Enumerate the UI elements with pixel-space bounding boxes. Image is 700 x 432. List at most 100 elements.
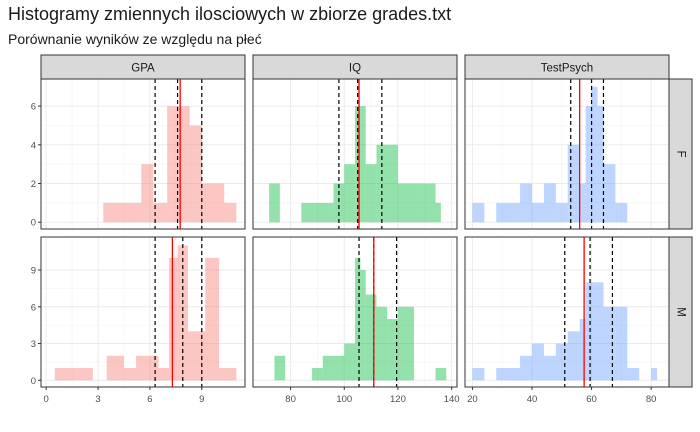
histogram-bar (579, 183, 586, 223)
histogram-bar (376, 144, 398, 223)
histogram-bar (591, 282, 604, 381)
histogram-bar (136, 355, 159, 381)
histogram-bar (555, 343, 568, 381)
y-tick-label: 9 (31, 266, 36, 277)
histogram-bar (472, 368, 485, 381)
facet-strip-label-F: F (675, 150, 687, 157)
histogram-bar (301, 202, 334, 223)
histogram-bar (123, 368, 137, 381)
histogram-bar (168, 257, 178, 381)
histogram-bar (397, 183, 420, 223)
histogram-bar (585, 282, 592, 381)
panel-border-GPA-F (40, 78, 246, 230)
histogram-bar (532, 202, 544, 223)
histogram-bar (201, 183, 225, 223)
histogram-bar (141, 164, 154, 223)
facet-strip-TestPsych (464, 54, 670, 80)
histogram-bar (435, 368, 447, 381)
histogram-bar (269, 183, 280, 223)
histogram-bar (103, 202, 124, 223)
histogram-bar (344, 343, 355, 381)
histogram-bar (219, 368, 237, 381)
histogram-bar (123, 202, 142, 223)
panel-background-IQ-F (253, 79, 457, 229)
histogram-bar (627, 368, 640, 381)
histogram-bar (355, 257, 361, 381)
histogram-bar (312, 368, 323, 381)
x-tick-label: 120 (390, 394, 406, 405)
facet-strip-IQ (252, 54, 458, 80)
facet-strip-label-GPA: GPA (131, 63, 155, 75)
histogram-bar (496, 368, 521, 381)
panel-background-GPA-F (41, 79, 245, 229)
y-tick-label: 2 (31, 179, 36, 190)
histogram-bar (591, 86, 598, 223)
histogram-bar (355, 106, 366, 223)
histogram-bar (80, 368, 93, 381)
panel-border-IQ-M (252, 236, 458, 388)
facet-strip-label-TestPsych: TestPsych (541, 63, 593, 75)
histogram-bar (597, 106, 604, 223)
histogram-bar (175, 106, 190, 223)
histogram-bar (603, 306, 616, 381)
y-tick-label: 0 (31, 376, 36, 387)
chart-title: Histogramy zmiennych ilosciowych w zbior… (8, 4, 452, 24)
histogram-bar (224, 202, 237, 223)
y-tick-label: 0 (31, 218, 36, 229)
histogram-bar (360, 270, 366, 381)
histogram-bar (205, 257, 220, 381)
histogram-bar (153, 202, 168, 223)
histogram-bar (567, 144, 580, 223)
histogram-bar (187, 331, 206, 381)
x-tick-label: 0 (44, 394, 49, 405)
histogram-bar (472, 202, 485, 223)
histogram-bar (651, 368, 658, 381)
x-tick-label: 80 (285, 394, 296, 405)
facet-strip-GPA (40, 54, 246, 80)
x-tick-label: 140 (444, 394, 460, 405)
histogram-bar (585, 106, 592, 223)
histogram-bar (520, 355, 533, 381)
histogram-bar (167, 106, 176, 223)
panel-border-TestPsych-F (464, 78, 670, 230)
histogram-bar (543, 355, 556, 381)
histogram-bar (579, 319, 586, 381)
x-tick-label: 6 (147, 394, 152, 405)
x-tick-label: 40 (527, 394, 538, 405)
panel-background-TestPsych-F (465, 79, 669, 229)
histogram-bar (603, 164, 616, 223)
histogram-bar (615, 202, 628, 223)
y-tick-label: 4 (31, 140, 36, 151)
histogram-bar (158, 368, 169, 381)
histogram-bar (322, 355, 334, 381)
histogram-bar (532, 343, 544, 381)
histogram-bar (344, 164, 355, 223)
histogram-bar (54, 368, 81, 381)
x-tick-label: 20 (467, 394, 478, 405)
histogram-bar (543, 183, 556, 223)
x-tick-label: 60 (586, 394, 597, 405)
histogram-bar (615, 306, 628, 381)
histogram-bar (435, 202, 441, 223)
histogram-bar (496, 202, 521, 223)
facet-strip-label-IQ: IQ (349, 63, 361, 75)
x-tick-label: 9 (199, 394, 204, 405)
histogram-bar (419, 183, 436, 223)
histogram-bar (177, 245, 188, 381)
chart-subtitle: Porównanie wyników ze względu na płeć (8, 31, 262, 47)
histogram-bar (274, 355, 286, 381)
histogram-bar (365, 164, 377, 223)
panel-border-GPA-M (40, 236, 246, 388)
histogram-bar (189, 125, 202, 223)
y-tick-label: 6 (31, 302, 36, 313)
histogram-bar (555, 202, 568, 223)
histogram-bar (376, 306, 388, 381)
y-tick-label: 3 (31, 339, 36, 350)
x-tick-label: 100 (336, 394, 352, 405)
x-tick-label: 3 (95, 394, 100, 405)
x-tick-label: 80 (646, 394, 657, 405)
histogram-bar (520, 183, 533, 223)
y-tick-label: 6 (31, 102, 36, 113)
histogram-bar (567, 331, 580, 381)
